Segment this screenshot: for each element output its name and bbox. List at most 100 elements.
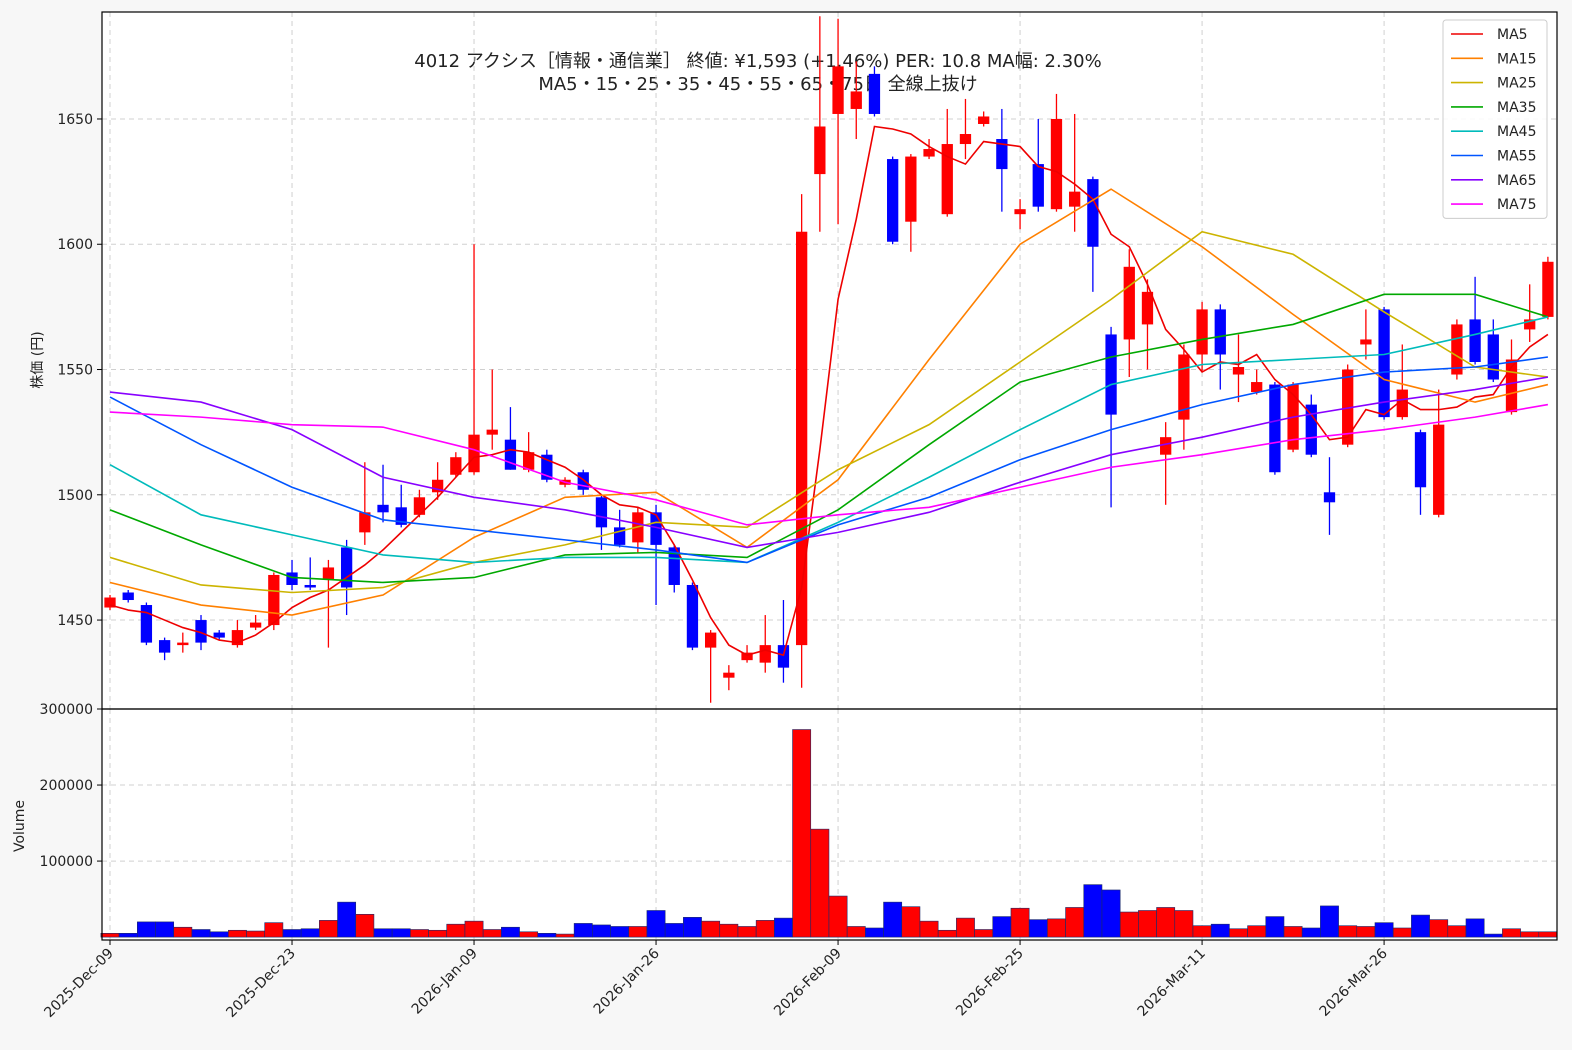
volume-bar: [956, 917, 975, 938]
volume-bar: [1010, 907, 1030, 938]
candle-body: [1323, 492, 1336, 503]
volume-bar: [610, 926, 630, 938]
candle-body: [832, 66, 844, 114]
volume-bar: [1247, 925, 1267, 938]
volume-bar: [428, 929, 448, 938]
volume-bar: [1047, 918, 1066, 938]
candle-body: [723, 672, 735, 678]
candle-body: [1069, 191, 1081, 207]
volume-bar: [1502, 928, 1521, 938]
volume-bar: [1374, 922, 1394, 938]
candle-body: [268, 574, 280, 626]
volume-bar: [1356, 926, 1376, 938]
legend-label: MA55: [1497, 149, 1536, 165]
ma-line: [109, 125, 1549, 657]
volume-bar: [573, 923, 593, 938]
ma-line: [109, 293, 1549, 584]
candle-body: [1196, 309, 1208, 355]
volume-bar: [264, 922, 284, 938]
y-tick-label: 1450: [57, 613, 93, 629]
candle-body: [1232, 367, 1245, 375]
volume-bar: [410, 929, 429, 938]
y-tick-label: 1600: [57, 237, 93, 253]
volume-bar: [846, 926, 866, 938]
candle-body: [1505, 359, 1518, 413]
candle-body: [340, 547, 353, 588]
volume-bar: [1301, 927, 1321, 938]
candle-body: [796, 231, 808, 646]
candle-body: [1160, 437, 1172, 455]
candle-body: [741, 652, 753, 661]
y-tick-label: 100000: [40, 854, 93, 870]
legend-label: MA45: [1497, 124, 1536, 140]
candle-body: [486, 429, 498, 435]
candle-body: [322, 567, 335, 580]
volume-bar: [191, 929, 211, 938]
candle-body: [195, 620, 207, 643]
volume-bar: [391, 928, 411, 938]
volume-bar: [1229, 928, 1248, 938]
candle-body: [1524, 319, 1536, 330]
legend-label: MA75: [1497, 197, 1536, 213]
volume-bar: [373, 928, 393, 938]
y-tick-label: 1500: [57, 488, 93, 504]
ma-line: [109, 403, 1549, 526]
x-tick-label: 2026-Mar-26: [1317, 945, 1391, 1019]
candle-body: [1178, 354, 1190, 420]
candle-body: [1396, 389, 1408, 418]
legend-label: MA5: [1497, 27, 1528, 43]
candle-body: [686, 584, 699, 648]
candle-body: [1269, 384, 1281, 473]
candle-body: [1251, 382, 1263, 393]
ma-line: [109, 316, 1549, 564]
candle-body: [504, 439, 517, 470]
candle-body: [213, 632, 225, 638]
candle-body: [450, 457, 462, 475]
y-tick-label: 1550: [57, 363, 93, 379]
candle-body: [468, 434, 480, 473]
candle-body: [1123, 266, 1135, 340]
volume-bar: [1028, 919, 1048, 938]
candle-body: [104, 597, 116, 608]
candle-body: [923, 149, 935, 157]
volume-bar: [355, 913, 375, 938]
candle-body: [850, 91, 862, 109]
legend-label: MA15: [1497, 51, 1536, 67]
y-tick-label: 300000: [40, 702, 93, 718]
volume-bar: [1447, 925, 1467, 938]
x-tick-label: 2026-Jan-26: [591, 945, 663, 1017]
volume-bar: [137, 921, 156, 938]
y-axis-label: Volume: [12, 800, 28, 852]
volume-bar: [592, 924, 611, 938]
volume-bar: [246, 930, 266, 938]
axes-frame: [101, 708, 1558, 941]
volume-bar: [755, 920, 775, 938]
volume-bar: [1538, 931, 1558, 938]
candle-body: [1014, 209, 1026, 215]
volume-bar: [173, 926, 193, 938]
volume-bar: [828, 895, 848, 938]
volume-bar: [701, 920, 721, 938]
volume-bar: [1320, 905, 1339, 938]
volume-bar: [555, 933, 575, 938]
volume-bar: [646, 910, 666, 938]
volume-bar: [1174, 910, 1194, 938]
candle-body: [887, 159, 899, 242]
volume-bar: [974, 929, 994, 938]
volume-bar: [1156, 907, 1176, 938]
volume-bar: [501, 926, 520, 938]
ma-line: [109, 356, 1549, 564]
volume-bar: [1265, 916, 1285, 938]
volume-bar: [901, 906, 921, 938]
candle-body: [705, 632, 717, 648]
candle-body: [996, 139, 1008, 170]
candle-body: [522, 452, 535, 470]
candle-body: [304, 584, 316, 588]
x-tick-label: 2026-Mar-11: [1135, 946, 1209, 1020]
candle-body: [1414, 432, 1427, 488]
candle-body: [978, 116, 990, 124]
candle-body: [650, 512, 662, 545]
volume-bar: [1283, 926, 1303, 938]
candle-body: [231, 630, 244, 646]
